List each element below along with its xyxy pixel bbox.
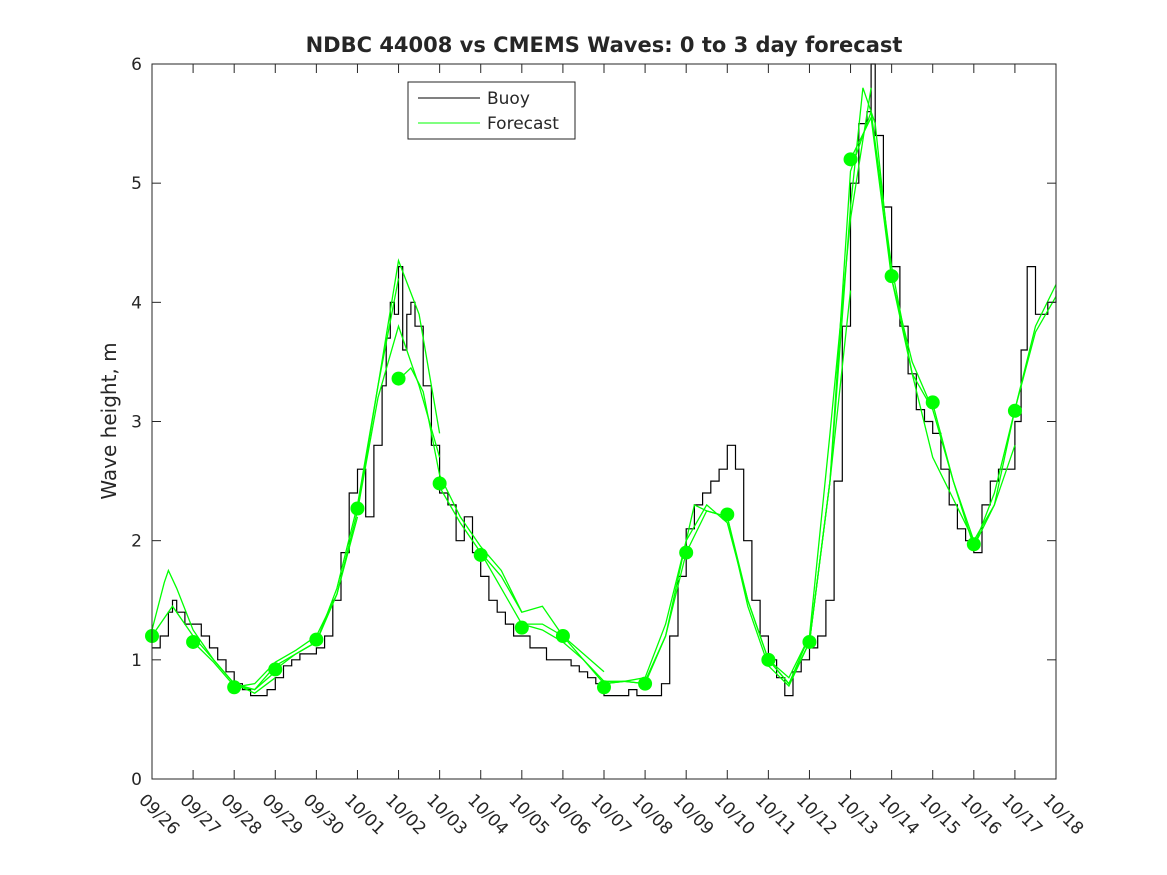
forecast-point <box>679 545 694 560</box>
forecast-layer <box>151 87 1057 694</box>
forecast-point <box>227 680 242 695</box>
forecast-point <box>555 629 570 643</box>
y-axis-label: Wave height, m <box>97 342 121 499</box>
forecast-line <box>398 366 523 613</box>
legend-forecast-label: Forecast <box>487 114 559 134</box>
y-tick-label: 5 <box>131 174 142 194</box>
forecast-point <box>350 501 365 516</box>
forecast-point <box>268 662 283 677</box>
forecast-point <box>432 476 447 491</box>
legend-buoy-label: Buoy <box>487 89 530 109</box>
forecast-point <box>1007 403 1022 418</box>
forecast-line <box>356 324 441 512</box>
y-tick-label: 4 <box>131 293 142 313</box>
forecast-line <box>439 486 564 637</box>
forecast-line <box>151 568 276 691</box>
forecast-point <box>309 632 324 647</box>
legend: Buoy Forecast <box>407 81 576 140</box>
forecast-point <box>966 537 981 552</box>
forecast-point <box>473 547 488 562</box>
forecast-point <box>925 395 940 410</box>
forecast-point <box>884 269 899 284</box>
forecast-line <box>480 552 605 673</box>
y-tick-label: 6 <box>131 55 142 75</box>
legend-box <box>407 81 576 140</box>
forecast-line <box>932 284 1057 549</box>
y-tick-label: 2 <box>131 532 142 552</box>
chart-title: NDBC 44008 vs CMEMS Waves: 0 to 3 day fo… <box>306 33 903 57</box>
forecast-point <box>843 152 858 167</box>
forecast-line <box>315 258 441 643</box>
forecast-point <box>720 507 735 522</box>
y-tick-label: 3 <box>131 413 142 433</box>
forecast-points-layer <box>145 152 1022 695</box>
forecast-point <box>761 652 776 667</box>
forecast-point <box>597 680 611 695</box>
forecast-point <box>802 634 817 649</box>
plot-area <box>145 63 1057 780</box>
forecast-line <box>151 605 276 694</box>
y-tick-label: 0 <box>131 770 142 790</box>
forecast-point <box>638 676 653 691</box>
forecast-point <box>391 371 406 386</box>
forecast-point <box>186 634 201 649</box>
y-axis: 0 1 2 3 4 5 6 <box>131 55 1056 790</box>
forecast-point <box>514 620 529 635</box>
y-tick-label: 1 <box>131 651 142 671</box>
forecast-line <box>603 503 728 685</box>
forecast-line <box>767 87 893 685</box>
